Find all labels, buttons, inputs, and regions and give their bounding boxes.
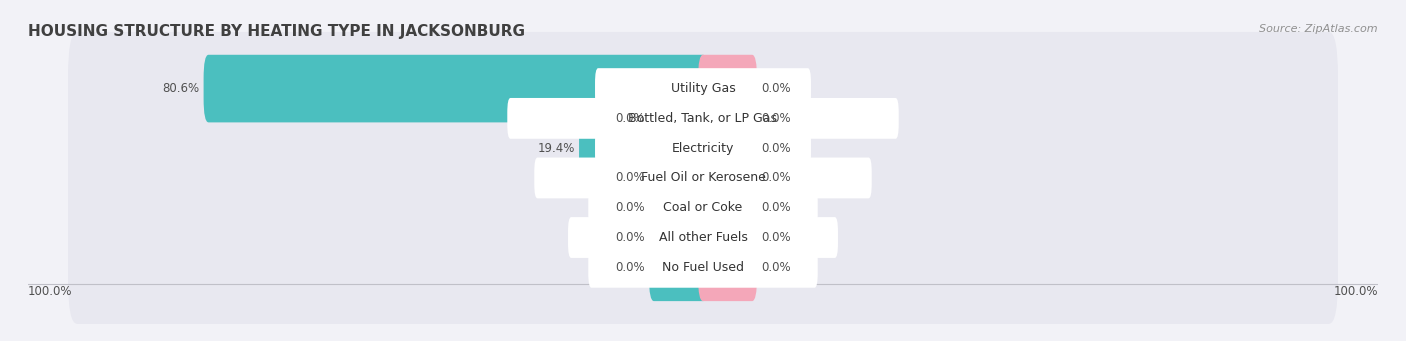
- FancyBboxPatch shape: [650, 85, 707, 152]
- FancyBboxPatch shape: [699, 204, 756, 271]
- Text: All other Fuels: All other Fuels: [658, 231, 748, 244]
- FancyBboxPatch shape: [67, 121, 1339, 235]
- Text: 0.0%: 0.0%: [761, 231, 792, 244]
- FancyBboxPatch shape: [699, 55, 756, 122]
- Text: Fuel Oil or Kerosene: Fuel Oil or Kerosene: [641, 172, 765, 184]
- FancyBboxPatch shape: [508, 98, 898, 139]
- Text: 0.0%: 0.0%: [761, 142, 792, 155]
- FancyBboxPatch shape: [699, 114, 756, 182]
- Text: 0.0%: 0.0%: [614, 231, 645, 244]
- FancyBboxPatch shape: [588, 187, 818, 228]
- Text: 0.0%: 0.0%: [761, 172, 792, 184]
- Text: HOUSING STRUCTURE BY HEATING TYPE IN JACKSONBURG: HOUSING STRUCTURE BY HEATING TYPE IN JAC…: [28, 24, 524, 39]
- FancyBboxPatch shape: [595, 68, 811, 109]
- FancyBboxPatch shape: [650, 204, 707, 271]
- FancyBboxPatch shape: [650, 144, 707, 212]
- Text: 0.0%: 0.0%: [614, 201, 645, 214]
- FancyBboxPatch shape: [650, 234, 707, 301]
- Text: 0.0%: 0.0%: [761, 82, 792, 95]
- Text: Source: ZipAtlas.com: Source: ZipAtlas.com: [1260, 24, 1378, 34]
- Text: 0.0%: 0.0%: [761, 261, 792, 274]
- Text: 0.0%: 0.0%: [761, 112, 792, 125]
- FancyBboxPatch shape: [579, 114, 707, 182]
- FancyBboxPatch shape: [67, 181, 1339, 294]
- Text: Bottled, Tank, or LP Gas: Bottled, Tank, or LP Gas: [628, 112, 778, 125]
- Text: Utility Gas: Utility Gas: [671, 82, 735, 95]
- Text: 80.6%: 80.6%: [162, 82, 200, 95]
- FancyBboxPatch shape: [67, 62, 1339, 175]
- FancyBboxPatch shape: [699, 234, 756, 301]
- FancyBboxPatch shape: [534, 158, 872, 198]
- Text: 19.4%: 19.4%: [537, 142, 575, 155]
- Text: No Fuel Used: No Fuel Used: [662, 261, 744, 274]
- Text: 0.0%: 0.0%: [614, 112, 645, 125]
- Text: 0.0%: 0.0%: [614, 261, 645, 274]
- FancyBboxPatch shape: [588, 247, 818, 288]
- Text: 100.0%: 100.0%: [28, 285, 73, 298]
- Text: 0.0%: 0.0%: [761, 201, 792, 214]
- FancyBboxPatch shape: [699, 85, 756, 152]
- FancyBboxPatch shape: [67, 211, 1339, 324]
- FancyBboxPatch shape: [204, 55, 707, 122]
- FancyBboxPatch shape: [699, 174, 756, 241]
- FancyBboxPatch shape: [67, 32, 1339, 145]
- FancyBboxPatch shape: [699, 144, 756, 212]
- FancyBboxPatch shape: [568, 217, 838, 258]
- Text: Electricity: Electricity: [672, 142, 734, 155]
- FancyBboxPatch shape: [67, 151, 1339, 264]
- FancyBboxPatch shape: [650, 174, 707, 241]
- Text: 100.0%: 100.0%: [1333, 285, 1378, 298]
- FancyBboxPatch shape: [595, 128, 811, 168]
- FancyBboxPatch shape: [67, 92, 1339, 205]
- Text: Coal or Coke: Coal or Coke: [664, 201, 742, 214]
- Text: 0.0%: 0.0%: [614, 172, 645, 184]
